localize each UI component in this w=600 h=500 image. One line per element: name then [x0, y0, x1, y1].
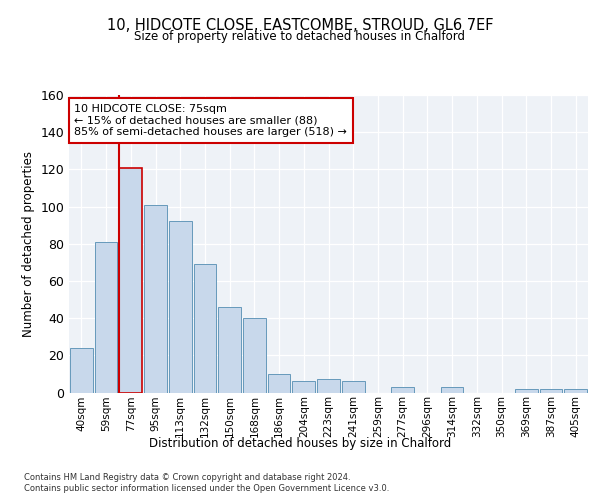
Text: Contains public sector information licensed under the Open Government Licence v3: Contains public sector information licen…: [24, 484, 389, 493]
Bar: [317, 380, 340, 392]
Bar: [564, 389, 587, 392]
Text: Distribution of detached houses by size in Chalford: Distribution of detached houses by size …: [149, 438, 451, 450]
Bar: [292, 382, 315, 392]
Bar: [268, 374, 290, 392]
Text: 10, HIDCOTE CLOSE, EASTCOMBE, STROUD, GL6 7EF: 10, HIDCOTE CLOSE, EASTCOMBE, STROUD, GL…: [107, 18, 493, 32]
Y-axis label: Number of detached properties: Number of detached properties: [22, 151, 35, 337]
Bar: [342, 382, 365, 392]
Bar: [144, 204, 167, 392]
Bar: [243, 318, 266, 392]
Bar: [539, 389, 562, 392]
Bar: [119, 168, 142, 392]
Bar: [515, 389, 538, 392]
Text: Contains HM Land Registry data © Crown copyright and database right 2024.: Contains HM Land Registry data © Crown c…: [24, 472, 350, 482]
Text: Size of property relative to detached houses in Chalford: Size of property relative to detached ho…: [134, 30, 466, 43]
Bar: [194, 264, 216, 392]
Bar: [218, 307, 241, 392]
Bar: [441, 387, 463, 392]
Bar: [70, 348, 93, 393]
Bar: [169, 222, 191, 392]
Text: 10 HIDCOTE CLOSE: 75sqm
← 15% of detached houses are smaller (88)
85% of semi-de: 10 HIDCOTE CLOSE: 75sqm ← 15% of detache…: [74, 104, 347, 137]
Bar: [391, 387, 414, 392]
Bar: [95, 242, 118, 392]
